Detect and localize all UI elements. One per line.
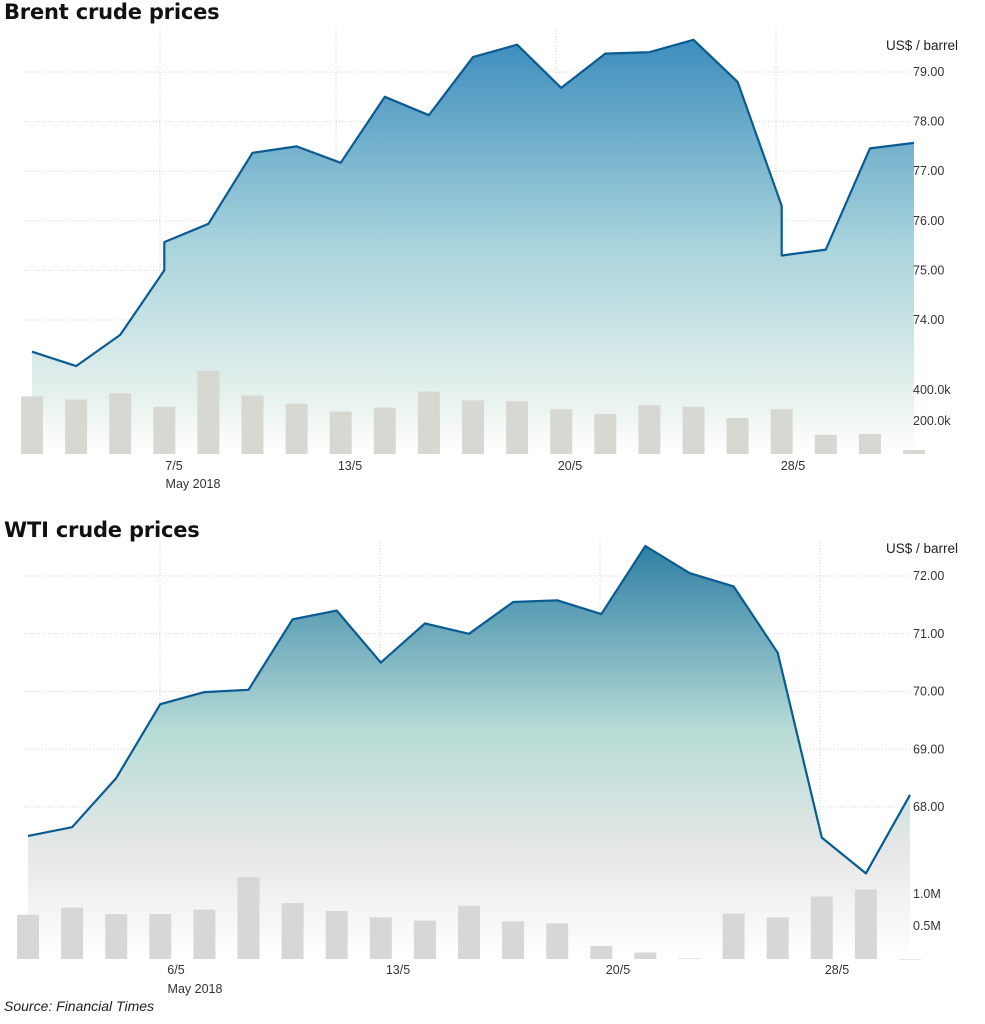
brent-volume-bar	[594, 414, 617, 454]
wti-chart: 68.00 69.00 70.00 71.00 72.00 US$ / barrel 1.0…	[17, 541, 958, 996]
wti-volume-bar	[17, 914, 39, 959]
brent-volume-bar	[109, 393, 132, 454]
wti-volume-bar	[325, 910, 348, 959]
wti-volume-bar	[546, 923, 569, 960]
brent-volume-label: 400.0k	[913, 383, 951, 397]
brent-volume-bar	[241, 395, 264, 454]
brent-volume-bar	[682, 406, 705, 454]
wti-price-area	[28, 546, 910, 959]
brent-volume-bar	[65, 399, 88, 454]
wti-y-tick-label: 72.00	[913, 569, 944, 583]
wti-volume-bar	[678, 958, 701, 960]
brent-y-tick-label: 78.00	[913, 115, 944, 129]
brent-x-tick-label: 20/5	[558, 459, 582, 473]
wti-x-sublabel: May 2018	[168, 982, 223, 996]
wti-y-unit-label: US$ / barrel	[886, 541, 958, 556]
wti-x-tick-label: 13/5	[386, 963, 410, 977]
wti-price-line	[27, 544, 911, 875]
wti-volume-bar	[810, 896, 833, 959]
brent-volume-bar	[550, 409, 573, 454]
wti-volume-bar	[149, 914, 172, 959]
brent-volume-bar	[814, 434, 837, 454]
brent-volume-bar	[21, 396, 43, 454]
wti-volume-label: 1.0M	[913, 887, 941, 901]
wti-volume-bar	[193, 909, 216, 959]
brent-volume-bar	[197, 370, 220, 454]
wti-volume-bar	[854, 889, 877, 959]
wti-volume-bar	[502, 921, 525, 959]
brent-y-unit-label: US$ / barrel	[886, 38, 958, 53]
brent-x-tick-label: 13/5	[338, 459, 362, 473]
brent-volume-bar	[285, 403, 308, 454]
wti-volume-bar	[61, 907, 84, 959]
wti-volume-bar	[369, 917, 392, 959]
brent-volume-bar	[417, 391, 440, 454]
wti-volume-bar	[590, 946, 613, 959]
wti-x-tick-label: 20/5	[606, 963, 630, 977]
wti-x-tick-label: 28/5	[825, 963, 849, 977]
wti-volume-bar	[105, 914, 128, 959]
brent-x-tick-label: 7/5	[165, 459, 182, 473]
brent-y-tick-label: 76.00	[913, 214, 944, 228]
brent-y-tick-label: 75.00	[913, 263, 944, 277]
wti-volume-bar	[413, 920, 436, 959]
brent-volume-bar	[506, 401, 529, 454]
wti-y-tick-label: 68.00	[913, 800, 944, 814]
brent-volume-bar	[462, 400, 484, 454]
brent-volume-bar	[638, 405, 661, 454]
wti-chart-title: WTI crude prices	[4, 518, 200, 542]
brent-volume-label: 200.0k	[913, 414, 951, 428]
brent-volume-bar	[726, 418, 749, 454]
wti-x-tick-label: 6/5	[167, 963, 184, 977]
brent-y-tick-label: 77.00	[913, 164, 944, 178]
source-note: Source: Financial Times	[4, 998, 155, 1014]
brent-volume-bar	[858, 434, 881, 454]
wti-y-tick-label: 70.00	[913, 685, 944, 699]
wti-volume-bar	[899, 959, 921, 960]
wti-y-tick-label: 69.00	[913, 742, 944, 756]
brent-volume-bar	[329, 411, 352, 454]
brent-price-area	[32, 39, 914, 455]
wti-volume-bar	[766, 917, 789, 959]
wti-volume-bar	[281, 903, 304, 959]
wti-volume-bar	[722, 913, 745, 959]
brent-volume-bar	[903, 450, 925, 454]
brent-chart-title: Brent crude prices	[4, 0, 220, 24]
brent-volume-bar	[770, 409, 793, 454]
wti-volume-bar	[237, 877, 260, 959]
wti-volume-bar	[634, 952, 657, 959]
wti-volume-label: 0.5M	[913, 919, 941, 933]
brent-chart: 74.00 75.00 76.00 77.00 78.00 79.00 US$ / barr…	[21, 30, 958, 491]
wti-y-tick-label: 71.00	[913, 627, 944, 641]
brent-volume-bar	[153, 406, 176, 454]
brent-volume-bar	[373, 407, 396, 454]
brent-x-tick-label: 28/5	[781, 459, 805, 473]
brent-x-sublabel: May 2018	[166, 477, 221, 491]
brent-price-line	[31, 38, 915, 368]
wti-volume-bar	[458, 905, 480, 959]
brent-y-tick-label: 79.00	[913, 65, 944, 79]
brent-y-tick-label: 74.00	[913, 313, 944, 327]
